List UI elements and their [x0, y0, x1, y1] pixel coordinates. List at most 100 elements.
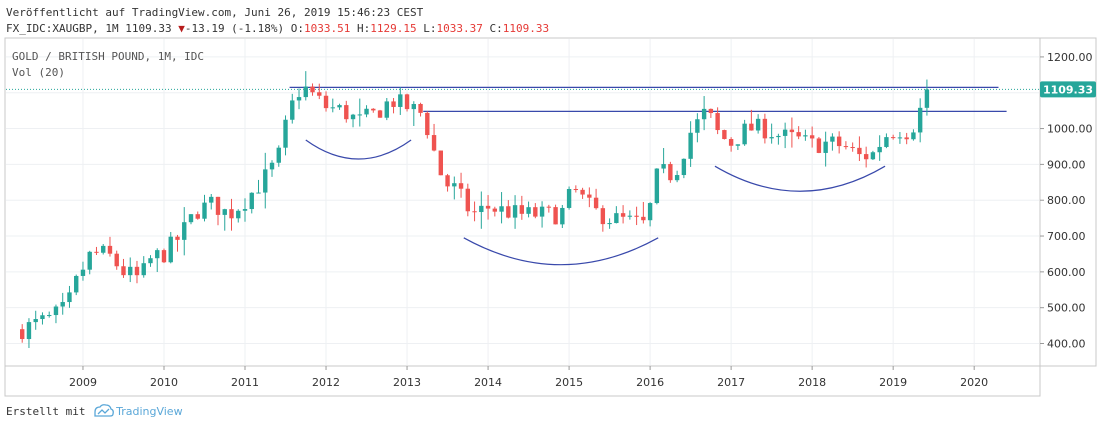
candle-body — [593, 197, 599, 209]
price-axis-frame — [1039, 37, 1097, 367]
candle-body — [863, 154, 869, 160]
candle-body — [539, 206, 545, 217]
candle-body — [26, 322, 32, 340]
candle-body — [337, 105, 342, 108]
candle-body — [566, 189, 572, 208]
candle-body — [47, 315, 52, 317]
open-value: 1033.51 — [304, 22, 351, 35]
y-tick-label: 400.00 — [1047, 338, 1086, 351]
candle-body — [924, 89, 930, 108]
candle-body — [404, 94, 410, 110]
candle-body — [695, 119, 700, 133]
candle-body — [506, 206, 511, 218]
last-price-label: 1109.33 — [1043, 83, 1093, 96]
candle-body — [769, 137, 774, 139]
x-tick-label: 2009 — [69, 376, 97, 389]
candle-body — [317, 92, 322, 96]
x-tick-label: 2020 — [960, 376, 988, 389]
candle-body — [377, 110, 383, 118]
tradingview-brand[interactable]: TradingView — [116, 405, 183, 418]
candle-body — [431, 135, 437, 151]
candle-body — [276, 147, 281, 163]
candle-body — [661, 164, 666, 169]
candle-body — [242, 209, 248, 211]
candles — [20, 71, 930, 349]
x-tick-label: 2011 — [231, 376, 259, 389]
y-tick-label: 700.00 — [1047, 230, 1086, 243]
candle-body — [323, 95, 329, 109]
y-tick-label: 800.00 — [1047, 194, 1086, 207]
candle-body — [823, 141, 828, 153]
close-value: 1109.33 — [502, 22, 550, 35]
candle-body — [445, 175, 450, 187]
candle-body — [222, 209, 227, 215]
candle-body — [789, 129, 795, 133]
x-tick-label: 2013 — [393, 376, 421, 389]
candle-body — [573, 189, 579, 191]
candle-body — [641, 216, 646, 221]
candle-body — [843, 146, 849, 148]
candle-body — [755, 118, 761, 131]
candle-body — [249, 192, 254, 210]
candle-body — [917, 107, 923, 133]
x-tick-label: 2014 — [474, 376, 502, 389]
candle-body — [398, 94, 403, 107]
candle-body — [384, 101, 389, 118]
time-axis-frame — [4, 365, 1041, 397]
candle-body — [263, 169, 268, 193]
candle-body — [33, 319, 38, 323]
candle-body — [209, 196, 214, 203]
open-label: O: — [290, 22, 305, 35]
reference-lines — [6, 86, 1039, 266]
time-axis: 2009 2010 2011 2012 2013 2014 2015 2016 2017 2018… — [69, 366, 988, 389]
candle-body — [418, 103, 423, 113]
candle-body — [634, 215, 639, 217]
rounded-bottom-arc[interactable] — [305, 139, 412, 160]
candle-body — [782, 129, 788, 136]
candle-body — [182, 222, 187, 240]
rounded-bottom-arc[interactable] — [463, 237, 659, 266]
candle-body — [215, 196, 221, 215]
candle-body — [722, 130, 727, 140]
candle-body — [803, 135, 808, 137]
candle-body — [310, 86, 315, 93]
candle-body — [371, 108, 376, 111]
low-value: 1033.37 — [436, 22, 483, 35]
y-tick-label: 1200.00 — [1047, 51, 1093, 64]
candle-body — [121, 266, 126, 276]
candle-body — [438, 150, 443, 176]
candle-body — [668, 164, 673, 181]
candle-body — [911, 132, 916, 140]
x-tick-label: 2012 — [312, 376, 340, 389]
candle-body — [107, 245, 113, 254]
candle-body — [80, 269, 86, 276]
high-label: H: — [357, 22, 371, 35]
candle-body — [620, 213, 626, 217]
candle-body — [512, 205, 518, 218]
candle-body — [344, 105, 349, 120]
down-arrow-icon: ▼ — [178, 22, 185, 35]
candle-body — [870, 152, 876, 160]
last-price-bg — [1040, 81, 1096, 98]
candle-body — [141, 263, 146, 276]
y-tick-label: 900.00 — [1047, 158, 1086, 171]
candle-body — [94, 251, 99, 253]
legend-volume[interactable]: Vol (20) — [12, 66, 65, 79]
rounded-bottom-arc[interactable] — [714, 165, 886, 192]
candle-body — [674, 175, 680, 181]
candle-body — [357, 114, 362, 116]
candle-body — [526, 207, 531, 214]
tradingview-logo-icon — [94, 404, 115, 417]
candle-body — [830, 136, 835, 142]
candle-body — [175, 236, 180, 240]
candle-body — [809, 135, 815, 139]
candle-body — [796, 132, 801, 137]
candle-body — [195, 214, 200, 219]
candle-body — [155, 250, 160, 259]
candle-body — [161, 250, 167, 263]
candle-body — [857, 147, 862, 155]
x-tick-label: 2017 — [717, 376, 745, 389]
candle-body — [587, 194, 592, 198]
grid — [6, 39, 1039, 365]
